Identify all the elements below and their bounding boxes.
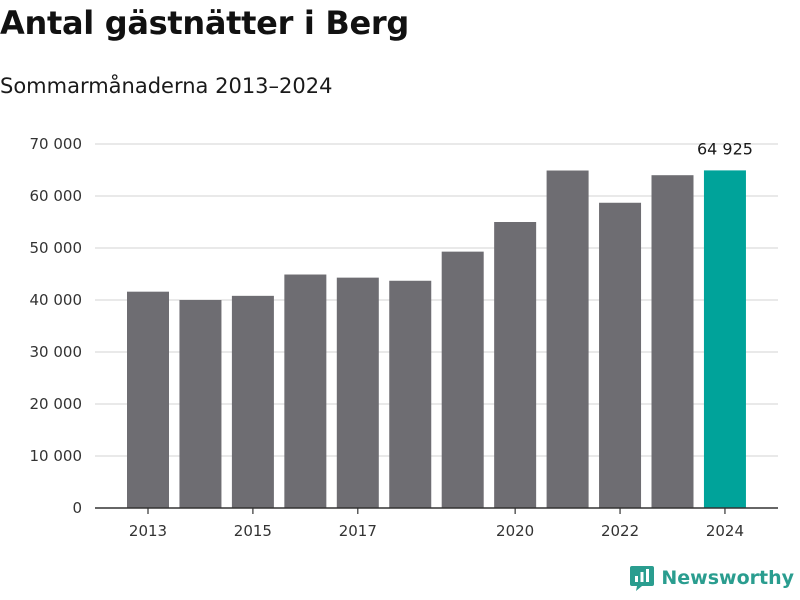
y-tick-label: 0 [72,499,82,517]
bar-2016 [284,274,327,508]
x-tick-label: 2015 [234,522,272,540]
y-tick-label: 60 000 [30,187,83,205]
y-tick-label: 10 000 [30,447,83,465]
bar-2015 [231,295,274,508]
bar-2020 [494,222,537,508]
bar-2013 [127,291,169,508]
chart-title: Antal gästnätter i Berg [0,4,409,42]
x-tick-label: 2017 [339,522,377,540]
y-tick-label: 20 000 [30,395,83,413]
bar-2022 [599,202,642,508]
bars [127,170,746,508]
x-tick-label: 2022 [601,522,639,540]
brand-name: Newsworthy [661,567,794,589]
bar-2014 [179,300,222,508]
chart-subtitle: Sommarmånaderna 2013–2024 [0,74,333,98]
data-label: 64 925 [697,139,753,158]
y-tick-label: 30 000 [30,343,83,361]
y-tick-label: 50 000 [30,239,83,257]
x-tick-label: 2024 [706,522,744,540]
bar-2023 [651,175,694,508]
bar-2017 [336,277,379,508]
newsworthy-logo-icon [630,566,655,591]
bar-2021 [546,170,589,508]
y-tick-label: 40 000 [30,291,83,309]
x-tick-label: 2020 [496,522,534,540]
axes [95,507,778,514]
bar-2024 [703,170,746,508]
y-tick-label: 70 000 [30,135,83,153]
labels: 0 10 000 20 000 30 000 40 000 50 000 60 000 70 … [30,135,753,540]
bar-2019 [441,251,484,508]
newsworthy-logo: Newsworthy [629,564,794,592]
x-tick-label: 2013 [129,522,167,540]
bar-2018 [389,280,432,508]
